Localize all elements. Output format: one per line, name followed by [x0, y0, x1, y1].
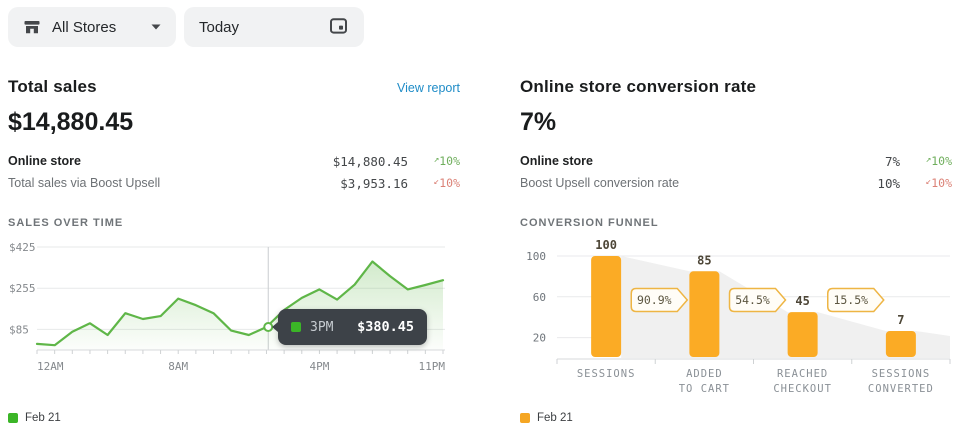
bar-value-label: 45 [795, 294, 809, 308]
delta-percent: 10% [931, 154, 952, 168]
category-label: REACHED CHECKOUT [773, 368, 832, 395]
conversion-rate-title: Online store conversion rate [520, 77, 757, 96]
conversion-badge-label: 54.5% [735, 293, 770, 307]
tooltip-time: 3PM [310, 319, 334, 335]
legend-label: Feb 21 [537, 412, 573, 424]
arrow-up-icon: ↗ [433, 154, 440, 165]
x-axis-label: 4PM [309, 360, 329, 373]
conversion-badge [827, 287, 885, 313]
store-icon [23, 18, 41, 36]
bar-value-label: 7 [897, 313, 904, 327]
delta-down-indicator: ↙10% [900, 176, 952, 190]
legend-swatch-green [8, 413, 18, 423]
conversion-rate-header: Online store conversion rate [520, 77, 952, 99]
total-sales-value: $14,880.45 [8, 108, 134, 136]
total-sales-header: Total sales View report [8, 77, 460, 99]
metric-value: 7% [884, 153, 900, 169]
funnel-chart-legend: Feb 21 [520, 412, 952, 424]
y-axis-label: 20 [533, 332, 546, 345]
bar-value-label: 85 [697, 253, 711, 267]
metric-label: Online store [8, 154, 81, 168]
funnel-bar[interactable] [591, 256, 622, 357]
delta-percent: 10% [439, 176, 460, 190]
chevron-down-icon [151, 24, 161, 30]
category-label: SESSIONS CONVERTED [868, 368, 934, 395]
chart-tooltip[interactable]: 3PM $380.45 [272, 309, 427, 345]
funnel-bar[interactable] [885, 331, 916, 357]
tooltip-series-swatch [291, 322, 301, 332]
calendar-icon [328, 15, 349, 40]
delta-percent: 10% [439, 154, 460, 168]
conversion-rate-value: 7% [520, 108, 557, 136]
metric-row: Total sales via Boost Upsell $3,953.16 ↙10… [8, 172, 460, 194]
bar-value-label: 100 [595, 240, 617, 252]
metric-value: $3,953.16 [340, 175, 408, 191]
arrow-down-icon: ↙ [925, 176, 932, 187]
metric-label: Total sales via Boost Upsell [8, 176, 161, 190]
store-selector-button[interactable]: All Stores [8, 7, 176, 47]
x-axis-label: 11PM [419, 360, 446, 373]
store-selector-label: All Stores [52, 18, 117, 36]
x-axis-label: 8AM [168, 360, 188, 373]
conversion-badge-label: 90.9% [637, 293, 672, 307]
conversion-badge-label: 15.5% [833, 293, 868, 307]
sales-over-time-heading: SALES OVER TIME [8, 217, 124, 229]
date-range-button[interactable]: Today [184, 7, 364, 47]
total-sales-breakdown: Online store $14,880.45 ↗10% Total sales vi… [8, 150, 460, 194]
sales-line[interactable] [35, 260, 445, 347]
y-axis-label: 100 [526, 250, 546, 263]
conversion-rate-breakdown: Online store 7% ↗10% Boost Upsell conversio… [520, 150, 952, 194]
conversion-funnel-heading: CONVERSION FUNNEL [520, 217, 659, 229]
metric-row: Online store $14,880.45 ↗10% [8, 150, 460, 172]
metric-value: $14,880.45 [332, 153, 408, 169]
funnel-bar[interactable] [787, 312, 818, 357]
date-range-label: Today [199, 18, 240, 36]
metric-label: Online store [520, 154, 593, 168]
view-report-link[interactable]: View report [397, 81, 460, 95]
conversion-badge [728, 287, 787, 313]
total-sales-title: Total sales [8, 77, 97, 96]
delta-percent: 10% [931, 176, 952, 190]
tooltip-value: $380.45 [357, 319, 414, 335]
sales-chart-legend: Feb 21 [8, 412, 460, 424]
conversion-badge [630, 287, 689, 313]
arrow-down-icon: ↙ [433, 176, 440, 187]
conversion-funnel-chart[interactable]: 100 60 20 100 85 45 7 90.9% 54.5% 15.5% SESSIONS AD… [520, 238, 952, 407]
toolbar: All Stores Today [0, 0, 960, 47]
metric-label: Boost Upsell conversion rate [520, 176, 680, 190]
dashboard-main: Total sales View report $14,880.45 Onlin… [0, 77, 960, 424]
conversion-rate-panel: Online store conversion rate 7% Online s… [520, 77, 952, 424]
y-axis-label: 60 [533, 291, 546, 304]
metric-value: 10% [877, 175, 900, 191]
delta-down-indicator: ↙10% [408, 176, 460, 190]
x-axis-label: 12AM [37, 360, 64, 373]
delta-up-indicator: ↗10% [408, 154, 460, 168]
sales-over-time-chart[interactable]: $425 $255 $85 12AM 8AM 4PM 11PM 3PM $380.45 [8, 240, 460, 385]
y-axis-label: $85 [9, 323, 29, 336]
metric-row: Boost Upsell conversion rate 10% ↙10% [520, 172, 952, 194]
legend-label: Feb 21 [25, 412, 61, 424]
y-axis-label: $425 [9, 241, 36, 254]
delta-up-indicator: ↗10% [900, 154, 952, 168]
category-label: SESSIONS [577, 368, 636, 380]
legend-swatch-orange [520, 413, 530, 423]
y-axis-label: $255 [9, 282, 36, 295]
arrow-up-icon: ↗ [925, 154, 932, 165]
category-label: ADDED TO CART [679, 368, 730, 395]
funnel-chart-svg[interactable]: 100 60 20 100 85 45 7 90.9% 54.5% 15.5% SESSIONS AD… [520, 238, 952, 402]
total-sales-panel: Total sales View report $14,880.45 Onlin… [8, 77, 460, 424]
funnel-bar[interactable] [689, 271, 720, 357]
metric-row: Online store 7% ↗10% [520, 150, 952, 172]
